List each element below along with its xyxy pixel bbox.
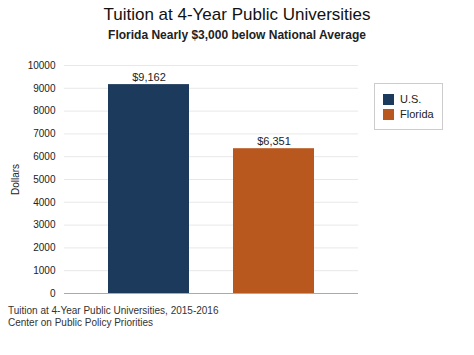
svg-text:Dollars: Dollars [10, 164, 21, 195]
svg-text:2000: 2000 [33, 242, 56, 253]
html-text:Tuition at 4-Year Public Unive: Tuition at 4-Year Public Universities [103, 5, 371, 24]
svg-text:8000: 8000 [33, 105, 56, 116]
html-text:Tuition at 4-Year Public Unive: Tuition at 4-Year Public Universities, 2… [8, 305, 219, 316]
html-text:Florida: Florida [400, 108, 434, 120]
svg-text:9000: 9000 [33, 83, 56, 94]
svg-text:3000: 3000 [33, 219, 56, 230]
html-text:Center on Public Policy Priori: Center on Public Policy Priorities [8, 317, 154, 328]
svg-text:$6,351: $6,351 [257, 135, 291, 147]
svg-text:6000: 6000 [33, 151, 56, 162]
svg-text:10000: 10000 [28, 60, 56, 71]
svg-text:4000: 4000 [33, 197, 56, 208]
html-text:Florida Nearly $3,000 below Na: Florida Nearly $3,000 below National Ave… [108, 28, 366, 42]
html-text:U.S.: U.S. [400, 93, 422, 105]
svg-text:1000: 1000 [33, 265, 56, 276]
svg-text:0: 0 [50, 288, 56, 299]
svg-text:$9,162: $9,162 [132, 71, 166, 83]
svg-text:7000: 7000 [33, 128, 56, 139]
svg-text:5000: 5000 [33, 174, 56, 185]
